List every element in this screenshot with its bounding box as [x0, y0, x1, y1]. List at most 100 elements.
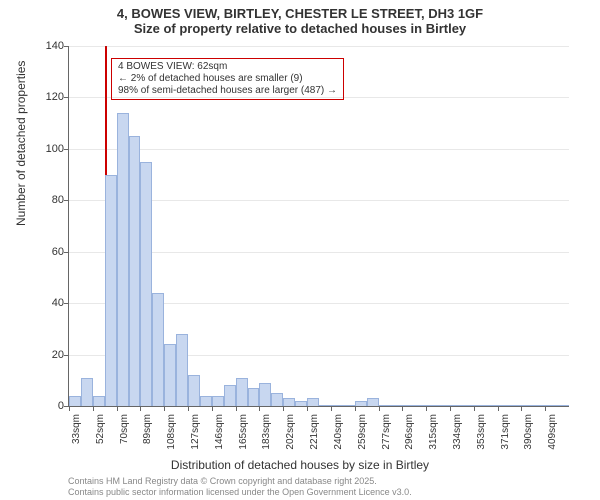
- ytick-mark: [64, 355, 69, 356]
- histogram-bar: [152, 293, 164, 406]
- histogram-bar: [212, 396, 224, 406]
- xtick-mark: [402, 406, 403, 411]
- plot-area: 4 BOWES VIEW: 62sqm ← 2% of detached hou…: [68, 46, 569, 407]
- xtick-label: 296sqm: [404, 414, 415, 450]
- histogram-bar: [545, 405, 557, 406]
- xtick-label: 334sqm: [452, 414, 463, 450]
- x-axis-label: Distribution of detached houses by size …: [0, 458, 600, 472]
- histogram-bar: [390, 405, 402, 406]
- xtick-mark: [307, 406, 308, 411]
- histogram-bar: [498, 405, 510, 406]
- histogram-bar: [331, 405, 343, 406]
- xtick-mark: [259, 406, 260, 411]
- histogram-bar: [164, 344, 176, 406]
- histogram-bar: [343, 405, 355, 406]
- histogram-bar: [271, 393, 283, 406]
- y-axis-label: Number of detached properties: [14, 61, 28, 226]
- histogram-bar: [355, 401, 367, 406]
- ytick-mark: [64, 97, 69, 98]
- histogram-bar: [426, 405, 438, 406]
- histogram-bar: [188, 375, 200, 406]
- annotation-line2: ← 2% of detached houses are smaller (9): [118, 73, 337, 85]
- xtick-label: 127sqm: [190, 414, 201, 450]
- histogram-bar: [176, 334, 188, 406]
- histogram-bar: [117, 113, 129, 406]
- annotation-line1: 4 BOWES VIEW: 62sqm: [118, 61, 337, 73]
- xtick-mark: [140, 406, 141, 411]
- histogram-bar: [295, 401, 307, 406]
- gridline: [69, 97, 569, 98]
- xtick-mark: [379, 406, 380, 411]
- histogram-bar: [533, 405, 545, 406]
- xtick-mark: [545, 406, 546, 411]
- xtick-label: 165sqm: [238, 414, 249, 450]
- xtick-label: 89sqm: [142, 414, 153, 444]
- histogram-bar: [81, 378, 93, 406]
- ytick-label: 80: [34, 194, 64, 206]
- xtick-label: 33sqm: [71, 414, 82, 444]
- histogram-bar: [474, 405, 486, 406]
- histogram-bar: [379, 405, 391, 406]
- xtick-mark: [93, 406, 94, 411]
- xtick-label: 146sqm: [214, 414, 225, 450]
- gridline: [69, 149, 569, 150]
- histogram-bar: [105, 175, 117, 406]
- xtick-label: 183sqm: [261, 414, 272, 450]
- histogram-bar: [224, 385, 236, 406]
- xtick-mark: [117, 406, 118, 411]
- xtick-label: 277sqm: [381, 414, 392, 450]
- histogram-bar: [557, 405, 569, 406]
- xtick-label: 108sqm: [166, 414, 177, 450]
- ytick-mark: [64, 252, 69, 253]
- histogram-bar: [367, 398, 379, 406]
- xtick-mark: [498, 406, 499, 411]
- xtick-label: 390sqm: [523, 414, 534, 450]
- histogram-bar: [521, 405, 533, 406]
- xtick-mark: [450, 406, 451, 411]
- ytick-label: 120: [34, 91, 64, 103]
- ytick-label: 60: [34, 246, 64, 258]
- ytick-label: 100: [34, 143, 64, 155]
- ytick-label: 140: [34, 40, 64, 52]
- footer-attribution: Contains HM Land Registry data © Crown c…: [68, 476, 412, 498]
- xtick-label: 409sqm: [547, 414, 558, 450]
- xtick-label: 353sqm: [476, 414, 487, 450]
- xtick-label: 259sqm: [357, 414, 368, 450]
- footer-line2: Contains public sector information licen…: [68, 487, 412, 498]
- xtick-mark: [355, 406, 356, 411]
- annotation-box: 4 BOWES VIEW: 62sqm ← 2% of detached hou…: [111, 58, 344, 100]
- xtick-mark: [236, 406, 237, 411]
- xtick-mark: [521, 406, 522, 411]
- xtick-label: 221sqm: [309, 414, 320, 450]
- xtick-mark: [212, 406, 213, 411]
- histogram-bar: [414, 405, 426, 406]
- histogram-bar: [93, 396, 105, 406]
- ytick-mark: [64, 149, 69, 150]
- histogram-bar: [259, 383, 271, 406]
- footer-line1: Contains HM Land Registry data © Crown c…: [68, 476, 412, 487]
- xtick-label: 52sqm: [95, 414, 106, 444]
- chart-title-line2: Size of property relative to detached ho…: [0, 21, 600, 36]
- xtick-mark: [474, 406, 475, 411]
- ytick-label: 20: [34, 349, 64, 361]
- histogram-bar: [140, 162, 152, 406]
- histogram-bar: [248, 388, 260, 406]
- xtick-mark: [331, 406, 332, 411]
- histogram-bar: [69, 396, 81, 406]
- ytick-label: 0: [34, 400, 64, 412]
- xtick-label: 202sqm: [285, 414, 296, 450]
- xtick-mark: [69, 406, 70, 411]
- xtick-mark: [164, 406, 165, 411]
- ytick-label: 40: [34, 297, 64, 309]
- xtick-label: 315sqm: [428, 414, 439, 450]
- xtick-label: 240sqm: [333, 414, 344, 450]
- histogram-bar: [450, 405, 462, 406]
- histogram-bar: [129, 136, 141, 406]
- ytick-mark: [64, 46, 69, 47]
- xtick-mark: [426, 406, 427, 411]
- histogram-bar: [319, 405, 331, 406]
- xtick-mark: [188, 406, 189, 411]
- histogram-bar: [200, 396, 212, 406]
- xtick-mark: [283, 406, 284, 411]
- chart-title-line1: 4, BOWES VIEW, BIRTLEY, CHESTER LE STREE…: [0, 0, 600, 21]
